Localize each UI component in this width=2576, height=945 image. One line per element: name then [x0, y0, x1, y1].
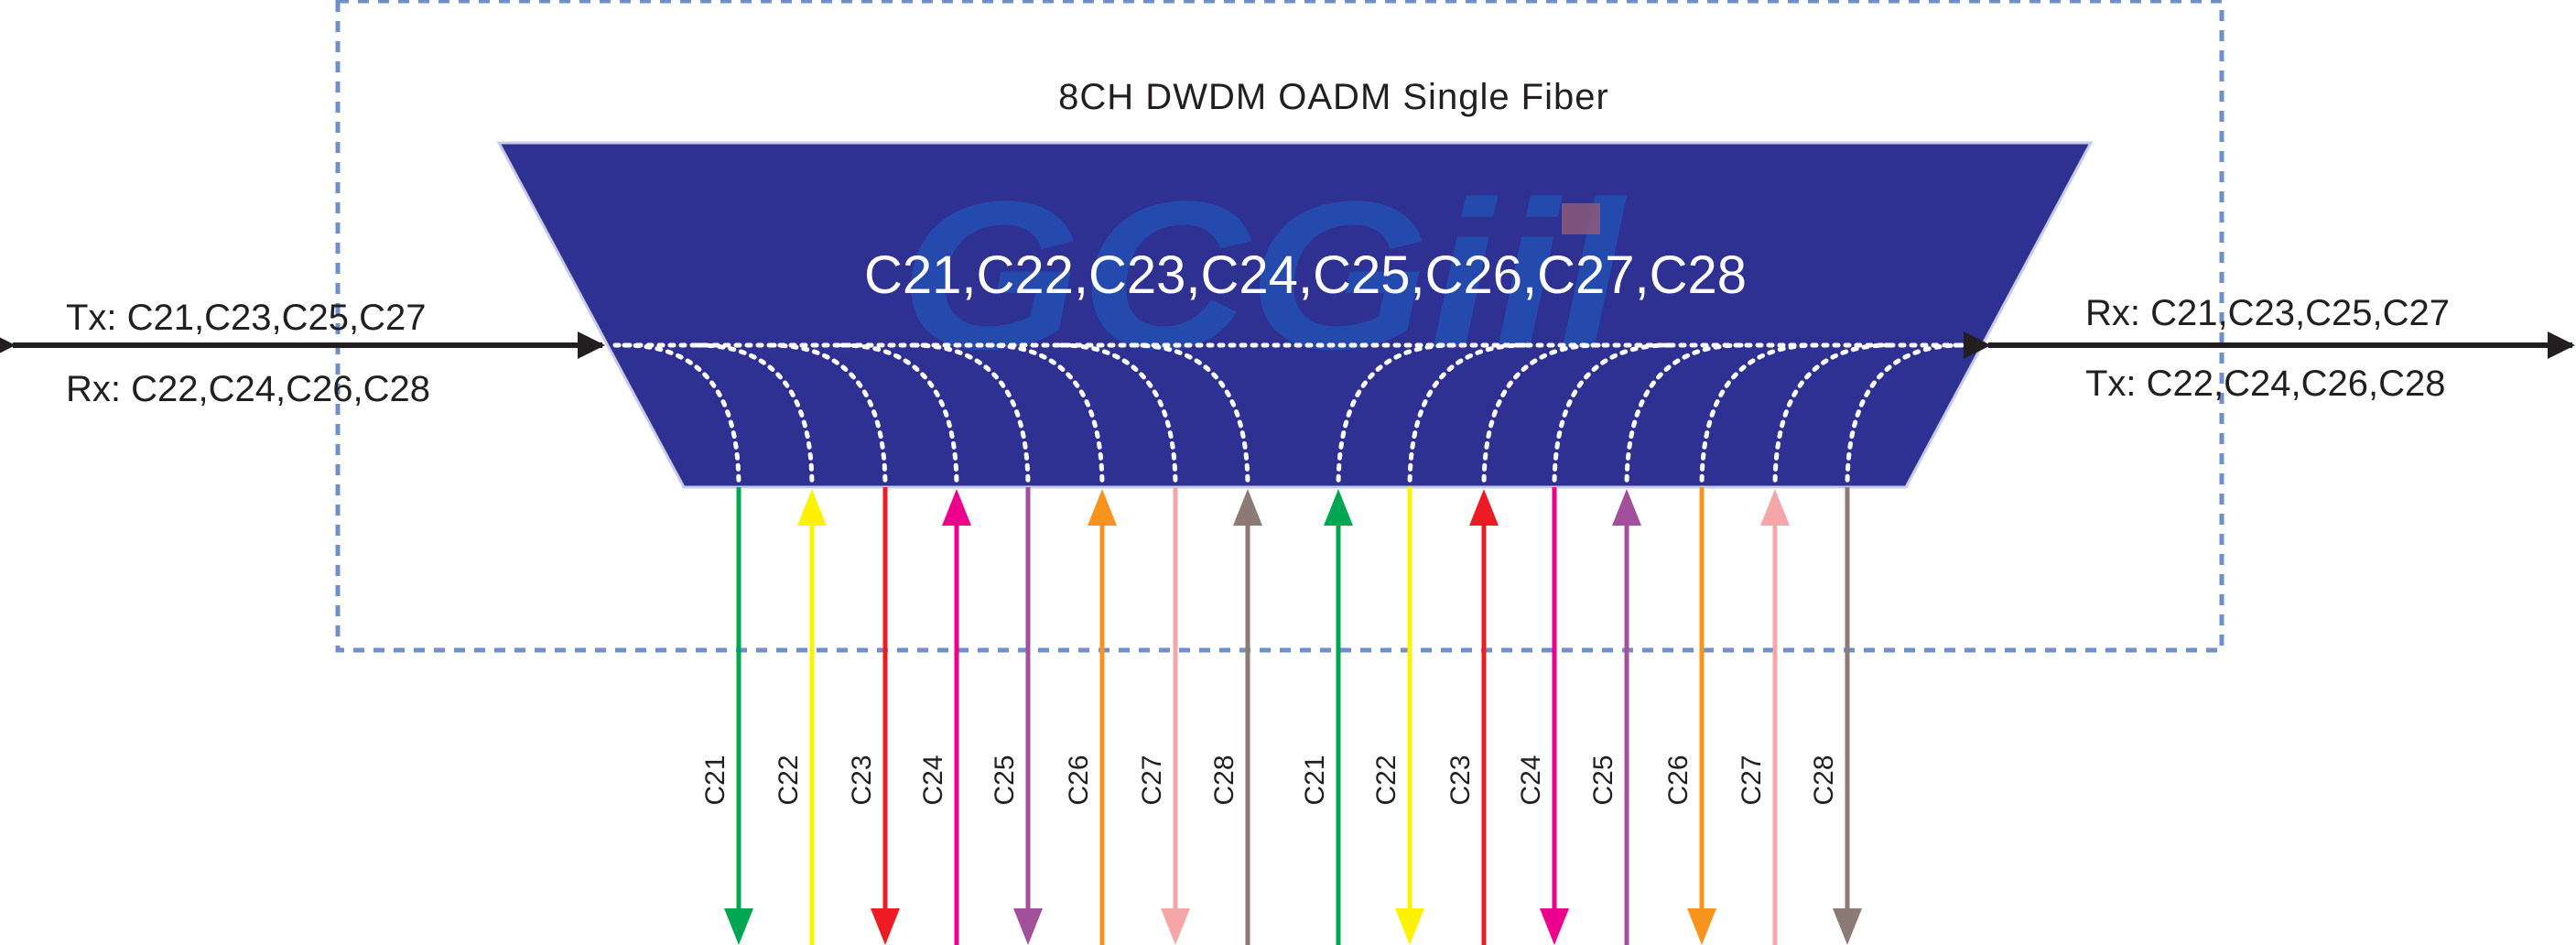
port-label: C21	[700, 755, 731, 805]
port-label: C23	[847, 755, 877, 805]
arrowhead-down	[871, 908, 900, 945]
arrowhead-up	[942, 489, 971, 526]
port-label: C27	[1137, 755, 1167, 805]
port-c25-left: C25	[990, 487, 1043, 945]
watermark-accent-mark	[1562, 203, 1600, 234]
channel-separator: ,	[1185, 245, 1200, 305]
right-tx-label: Tx: C22,C24,C26,C28	[2085, 364, 2446, 404]
port-label: C23	[1445, 755, 1476, 805]
channel-token: C22	[976, 245, 1073, 305]
filter-curve-c26	[1699, 342, 1819, 490]
port-c24-right: C24	[1516, 487, 1569, 945]
filter-curve-c22	[1407, 342, 1527, 490]
right-rx-label: Rx: C21,C23,C25,C27	[2085, 293, 2450, 333]
brand-watermark-logo: GCGiil	[900, 158, 1628, 393]
port-c27-left: C27	[1137, 487, 1190, 945]
port-c24-left: C24	[918, 489, 971, 945]
internal-filter-paths	[612, 342, 1982, 490]
arrowhead-down	[1540, 908, 1569, 945]
arrowhead-up	[1469, 489, 1499, 526]
left-tx-label: Tx: C21,C23,C25,C27	[66, 298, 427, 338]
channel-ports: C21 C22 C23 C24 C25 C26 C27 C28 C21 C22 C23 C24 C25 C…	[700, 487, 1862, 945]
filter-curve-c24	[1552, 342, 1672, 490]
port-c23-right: C23	[1445, 489, 1499, 945]
arrowhead-up	[1760, 489, 1790, 526]
module-boundary-frame	[335, 0, 2224, 653]
port-label: C22	[1371, 755, 1402, 805]
port-c22-left: C22	[774, 489, 827, 945]
port-label: C28	[1809, 755, 1839, 805]
arrowhead-up	[1088, 489, 1117, 526]
port-label: C24	[1516, 755, 1546, 805]
filter-curve-c23	[768, 342, 888, 490]
arrowhead-down	[1161, 908, 1190, 945]
channel-token: C26	[1425, 245, 1522, 305]
filter-curve-c25	[1624, 342, 1744, 490]
left-rx-label: Rx: C22,C24,C26,C28	[66, 369, 430, 409]
port-c21-left: C21	[700, 487, 753, 945]
port-c28-left: C28	[1209, 489, 1262, 945]
module-channel-list: C21,C22,C23,C24,C25,C26,C27,C28	[864, 245, 1747, 305]
channel-token: C24	[1201, 245, 1298, 305]
port-c26-right: C26	[1663, 487, 1716, 945]
arrowhead-down	[1687, 908, 1716, 945]
channel-separator: ,	[1410, 245, 1424, 305]
channel-token: C21	[864, 245, 961, 305]
filter-curve-c23	[1481, 342, 1601, 490]
port-c26-left: C26	[1064, 489, 1117, 945]
filter-curve-c26	[985, 342, 1105, 490]
port-label: C22	[774, 755, 804, 805]
filter-curve-c21	[622, 342, 741, 490]
filter-curve-c24	[839, 342, 959, 490]
oadm-module	[496, 141, 2094, 489]
channel-token: C27	[1537, 245, 1634, 305]
arrowhead-down	[1013, 908, 1043, 945]
channel-token: C25	[1313, 245, 1410, 305]
port-c22-right: C22	[1371, 487, 1424, 945]
port-c28-right: C28	[1809, 487, 1862, 945]
channel-token: C28	[1650, 245, 1747, 305]
arrowhead-down	[1833, 908, 1862, 945]
port-c27-right: C27	[1737, 489, 1790, 945]
arrowhead-up	[1233, 489, 1262, 526]
arrowhead-up	[1324, 489, 1353, 526]
port-label: C26	[1064, 755, 1094, 805]
filter-curve-c28	[1131, 342, 1250, 490]
filter-curve-c27	[1058, 342, 1178, 490]
port-label: C27	[1737, 755, 1767, 805]
channel-separator: ,	[1522, 245, 1537, 305]
arrowhead-up	[1612, 489, 1641, 526]
filter-curve-c27	[1772, 342, 1892, 490]
filter-curve-c22	[695, 342, 815, 490]
channel-separator: ,	[961, 245, 976, 305]
channel-token: C23	[1088, 245, 1185, 305]
filter-curve-c28	[1845, 342, 1964, 490]
port-label: C25	[1588, 755, 1618, 805]
port-c21-right: C21	[1300, 489, 1353, 945]
port-label: C24	[918, 755, 948, 805]
port-label: C28	[1209, 755, 1239, 805]
port-label: C25	[990, 755, 1020, 805]
port-c25-right: C25	[1588, 489, 1641, 945]
arrowhead-down	[1395, 908, 1424, 945]
arrowhead-up	[797, 489, 827, 526]
channel-separator: ,	[1298, 245, 1313, 305]
filter-curve-c25	[911, 342, 1031, 490]
channel-separator: ,	[1635, 245, 1650, 305]
port-label: C21	[1300, 755, 1330, 805]
port-label: C26	[1663, 755, 1694, 805]
channel-separator: ,	[1074, 245, 1088, 305]
port-c23-left: C23	[847, 487, 900, 945]
diagram-title: 8CH DWDM OADM Single Fiber	[1058, 77, 1609, 117]
arrowhead-down	[724, 908, 753, 945]
filter-curve-c21	[1336, 342, 1456, 490]
